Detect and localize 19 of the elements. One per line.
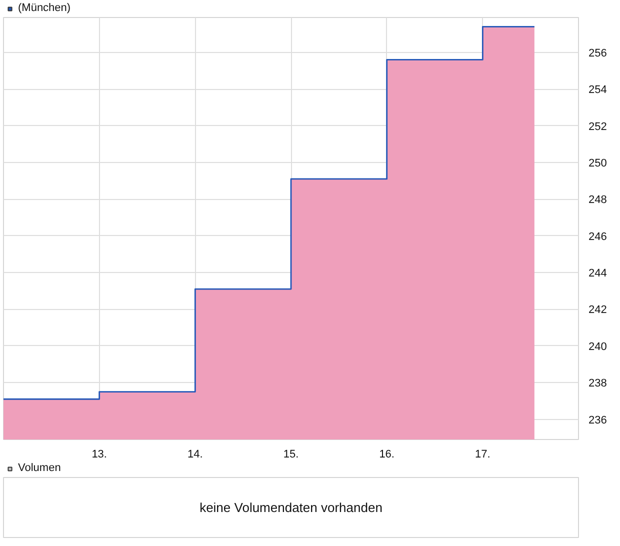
legend-label: (München)	[18, 2, 71, 14]
legend-label: Volumen	[18, 462, 61, 474]
x-tick-label: 16.	[379, 448, 394, 460]
y-tick-label: 252	[588, 120, 607, 133]
x-tick-label: 13.	[92, 448, 107, 460]
text: keine Volumendaten vorhanden	[200, 500, 382, 515]
y-tick-label: 236	[588, 414, 607, 426]
y-tick-label: 248	[588, 194, 607, 206]
y-tick-label: 246	[588, 230, 607, 243]
y-tick-label: 240	[588, 340, 607, 353]
x-tick-label: 14.	[188, 448, 203, 460]
y-tick-label: 254	[588, 84, 607, 96]
x-tick-label: 15.	[283, 448, 299, 460]
x-tick-label: 17.	[475, 448, 490, 460]
y-tick-label: 250	[588, 157, 607, 170]
y-tick-label: 256	[588, 47, 607, 60]
y-tick-label: 238	[588, 378, 607, 390]
y-tick-label: 242	[588, 304, 607, 316]
y-tick-label: 244	[588, 268, 607, 280]
